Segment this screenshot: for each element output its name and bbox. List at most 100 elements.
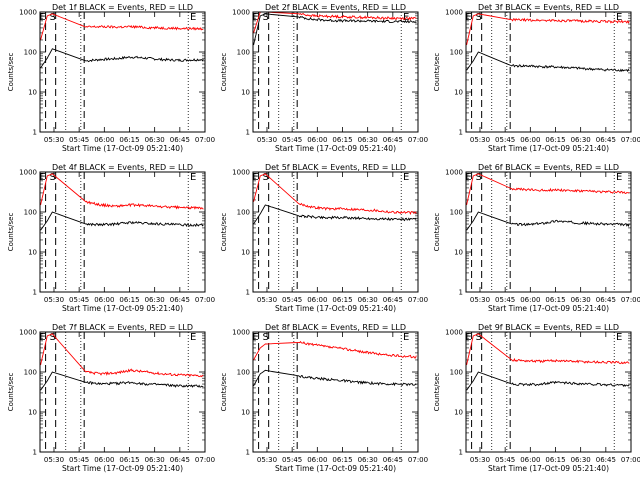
y-tick-label: 10 (28, 249, 37, 257)
marker-label: E (465, 332, 471, 343)
x-tick-label: 05:30 (257, 296, 277, 304)
y-tick-label: 100 (450, 209, 463, 217)
y-tick-label: 1 (246, 449, 250, 457)
plot-frame (39, 171, 206, 293)
series-line-lld (253, 340, 417, 361)
y-tick-label: 10 (454, 409, 463, 417)
x-tick-label: 05:45 (282, 296, 302, 304)
x-tick-label: 06:45 (170, 456, 190, 464)
y-tick-label: 1 (459, 289, 463, 297)
x-tick-label: 05:30 (470, 296, 490, 304)
x-tick-label: 06:45 (596, 456, 616, 464)
series-line-lld (466, 13, 630, 46)
marker-label: E (252, 12, 258, 23)
x-tick-label: 06:45 (596, 296, 616, 304)
y-tick-label: 1 (459, 449, 463, 457)
plot-frame (465, 171, 632, 293)
x-tick-label: 06:45 (383, 456, 403, 464)
plot-frame (39, 11, 206, 133)
panel-1: Det 1f BLACK = Events, RED = LLD Counts/s… (7, 3, 215, 153)
x-tick-label: 05:30 (257, 456, 277, 464)
panel-title: Det 6f BLACK = Events, RED = LLD (478, 163, 619, 172)
panel-title: Det 2f BLACK = Events, RED = LLD (265, 3, 406, 12)
marker-label: E (252, 332, 258, 343)
y-tick-label: 1000 (19, 329, 37, 337)
marker-label: S (262, 172, 268, 183)
marker-label: E (616, 172, 622, 183)
y-tick-label: 1000 (232, 329, 250, 337)
series-line-events (466, 51, 630, 73)
y-axis-label: Counts/sec (7, 53, 15, 92)
panel-7: Det 7f BLACK = Events, RED = LLD Counts/s… (7, 323, 215, 473)
marker-label: E (190, 12, 196, 23)
y-tick-label: 10 (241, 409, 250, 417)
series-line-lld (253, 173, 417, 215)
x-tick-label: 06:00 (307, 296, 327, 304)
series-line-lld (40, 333, 204, 378)
x-tick-label: 05:45 (495, 136, 515, 144)
x-tick-label: 06:30 (358, 136, 378, 144)
y-axis-label: Counts/sec (433, 53, 441, 92)
x-axis-label: Start Time (17-Oct-09 05:21:40) (62, 464, 183, 473)
y-axis-label: Counts/sec (220, 373, 228, 412)
panel-5: Det 5f BLACK = Events, RED = LLD Counts/s… (220, 163, 428, 313)
y-tick-label: 100 (237, 49, 250, 57)
y-tick-label: 1000 (445, 329, 463, 337)
series-line-events (40, 48, 204, 69)
y-tick-label: 1000 (232, 9, 250, 17)
x-axis-label: Start Time (17-Oct-09 05:21:40) (62, 304, 183, 313)
x-axis-label: Start Time (17-Oct-09 05:21:40) (275, 144, 396, 153)
panel-title: Det 3f BLACK = Events, RED = LLD (478, 3, 619, 12)
marker-label: E (403, 332, 409, 343)
marker-label: E (190, 332, 196, 343)
x-tick-label: 06:30 (358, 296, 378, 304)
panel-title: Det 1f BLACK = Events, RED = LLD (52, 3, 193, 12)
x-tick-label: 06:45 (170, 136, 190, 144)
y-axis-label: Counts/sec (433, 213, 441, 252)
x-tick-label: 06:15 (119, 456, 139, 464)
x-axis-label: Start Time (17-Oct-09 05:21:40) (275, 304, 396, 313)
x-tick-label: 06:15 (545, 136, 565, 144)
marker-label: E (39, 172, 45, 183)
x-tick-label: 06:15 (119, 136, 139, 144)
marker-label: S (49, 332, 55, 343)
plot-frame (252, 171, 419, 293)
marker-label: S (475, 12, 481, 23)
x-tick-label: 06:45 (170, 296, 190, 304)
y-tick-label: 10 (28, 89, 37, 97)
x-tick-label: 06:30 (145, 136, 165, 144)
x-tick-label: 06:30 (358, 456, 378, 464)
marker-label: S (475, 332, 481, 343)
x-tick-label: 07:00 (621, 456, 640, 464)
y-tick-label: 1000 (445, 9, 463, 17)
series-line-events (253, 13, 417, 46)
x-tick-label: 05:30 (44, 136, 64, 144)
plot-frame (465, 11, 632, 133)
series-line-lld (40, 13, 204, 41)
plot-frame (252, 331, 419, 453)
x-tick-label: 06:30 (145, 456, 165, 464)
plot-frame (465, 331, 632, 453)
y-tick-label: 1000 (19, 9, 37, 17)
marker-label: E (465, 172, 471, 183)
x-tick-label: 05:30 (44, 296, 64, 304)
marker-label: E (190, 172, 196, 183)
x-tick-label: 06:45 (383, 296, 403, 304)
x-tick-label: 06:00 (307, 136, 327, 144)
x-tick-label: 06:15 (545, 456, 565, 464)
y-tick-label: 100 (24, 369, 37, 377)
x-tick-label: 06:15 (332, 456, 352, 464)
x-tick-label: 06:00 (94, 296, 114, 304)
y-tick-label: 1 (33, 449, 37, 457)
x-axis-label: Start Time (17-Oct-09 05:21:40) (488, 464, 609, 473)
x-tick-label: 05:30 (470, 456, 490, 464)
series-line-events (40, 371, 204, 391)
x-tick-label: 06:15 (332, 296, 352, 304)
x-tick-label: 05:45 (69, 456, 89, 464)
y-axis-label: Counts/sec (220, 53, 228, 92)
marker-label: S (49, 172, 55, 183)
x-tick-label: 07:00 (408, 456, 428, 464)
x-tick-label: 06:30 (571, 136, 591, 144)
